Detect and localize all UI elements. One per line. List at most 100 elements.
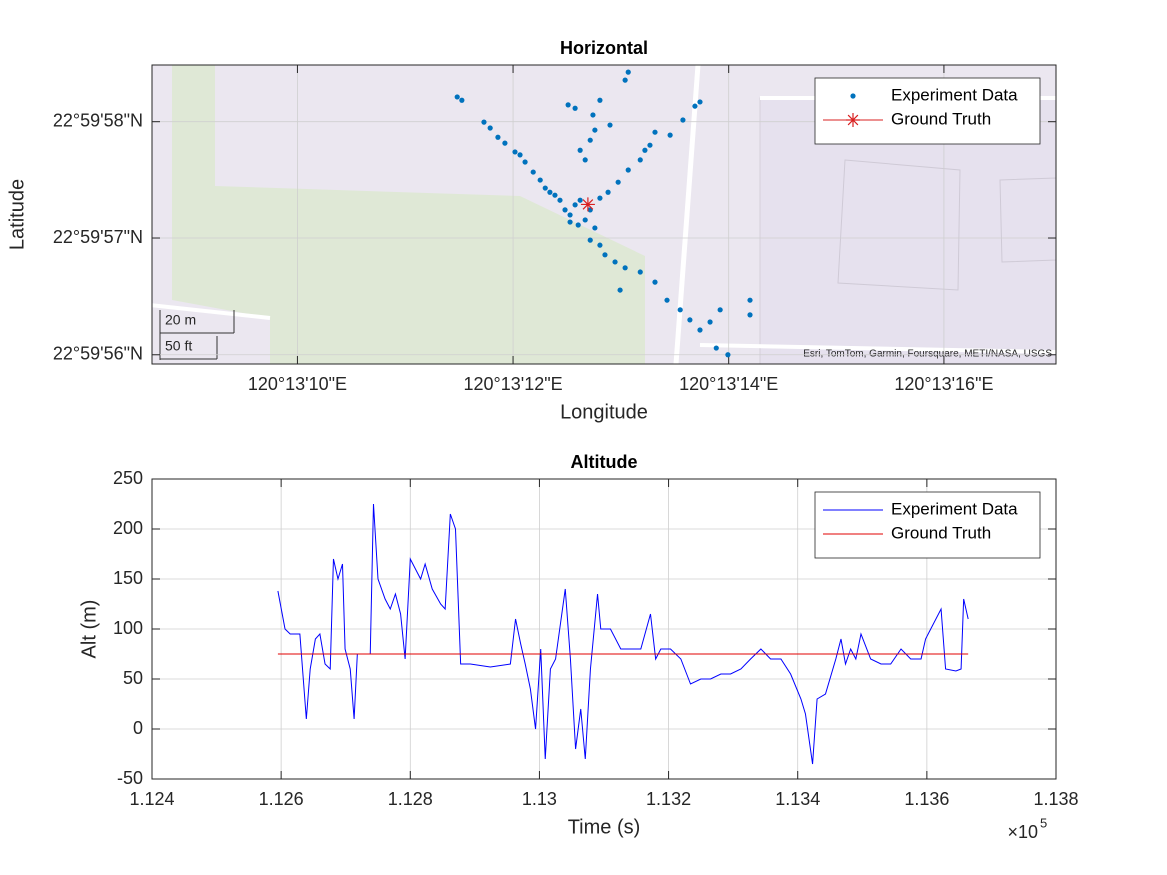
data-point <box>713 345 719 351</box>
x-tick-label: 1.132 <box>646 789 691 809</box>
data-point <box>697 327 703 333</box>
data-point <box>607 122 613 128</box>
data-point <box>622 265 628 271</box>
scale-label: 20 m <box>165 312 196 328</box>
data-point <box>617 287 623 293</box>
road <box>673 65 701 364</box>
x-tick-label: 120°13'12"E <box>464 374 563 394</box>
data-point <box>615 179 621 185</box>
x-tick-label: 1.128 <box>388 789 433 809</box>
y-tick-label: 50 <box>123 668 143 688</box>
data-point <box>592 225 598 231</box>
data-point <box>582 157 588 163</box>
data-point <box>557 197 563 203</box>
data-point <box>677 307 683 313</box>
data-point <box>647 142 653 148</box>
data-point <box>572 105 578 111</box>
data-point <box>592 127 598 133</box>
x-tick-label: 1.136 <box>904 789 949 809</box>
legend-label: Experiment Data <box>891 85 1018 104</box>
data-point <box>530 169 536 175</box>
x-axis-label: Longitude <box>560 401 648 423</box>
y-axis-label: Alt (m) <box>78 600 100 659</box>
road <box>152 303 271 320</box>
data-point <box>537 177 543 183</box>
y-tick-label: 22°59'58"N <box>53 110 143 130</box>
plot-marks <box>277 503 969 765</box>
x-tick-label: 1.13 <box>522 789 557 809</box>
data-point <box>512 149 518 155</box>
building <box>837 159 961 291</box>
data-point <box>597 195 603 201</box>
road <box>699 343 1056 354</box>
data-point <box>575 222 581 228</box>
x-tick-label: 1.138 <box>1033 789 1078 809</box>
ground-truth-marker <box>580 197 595 212</box>
legend: Experiment Data Ground Truth <box>814 491 1041 559</box>
data-point <box>552 192 558 198</box>
data-point <box>567 219 573 225</box>
data-point <box>605 189 611 195</box>
data-point <box>625 167 631 173</box>
legend-label: Experiment Data <box>891 499 1018 518</box>
data-point <box>717 307 723 313</box>
data-point <box>522 159 528 165</box>
data-point <box>481 119 487 125</box>
y-tick-label: 0 <box>133 718 143 738</box>
x-tick-label: 120°13'10"E <box>248 374 347 394</box>
data-point <box>487 125 493 131</box>
axes-frame <box>151 64 1057 365</box>
data-point <box>582 217 588 223</box>
plot-marks <box>454 69 753 358</box>
y-tick-label: -50 <box>117 768 143 788</box>
data-point <box>637 157 643 163</box>
data-point <box>547 189 553 195</box>
data-point <box>625 69 631 75</box>
data-point <box>597 97 603 103</box>
y-tick-label: 150 <box>113 568 143 588</box>
legend-box <box>814 491 1041 559</box>
map-attribution: Esri, TomTom, Garmin, Foursquare, METI/N… <box>803 349 1052 360</box>
data-point <box>747 297 753 303</box>
data-point <box>590 112 596 118</box>
data-point <box>664 297 670 303</box>
data-point <box>459 97 465 103</box>
data-point <box>687 317 693 323</box>
x-multiplier-exponent: 5 <box>1040 815 1047 830</box>
data-point <box>697 99 703 105</box>
data-point <box>707 319 713 325</box>
park-area <box>172 65 645 364</box>
chart-title: Horizontal <box>560 38 648 58</box>
legend-symbol <box>850 93 856 99</box>
data-point <box>652 279 658 285</box>
x-tick-label: 1.124 <box>129 789 174 809</box>
data-point <box>622 77 628 83</box>
x-multiplier: ×10 <box>1007 822 1038 842</box>
y-tick-label: 22°59'57"N <box>53 227 143 247</box>
y-tick-label: 22°59'56"N <box>53 344 143 364</box>
x-tick-label: 1.126 <box>259 789 304 809</box>
data-point <box>597 242 603 248</box>
legend: Experiment Data Ground Truth <box>814 77 1041 145</box>
data-point <box>562 207 568 213</box>
data-point <box>680 117 686 123</box>
x-tick-label: 120°13'16"E <box>894 374 993 394</box>
data-point <box>637 269 643 275</box>
data-point <box>642 147 648 153</box>
building <box>999 177 1056 263</box>
data-point <box>517 152 523 158</box>
data-point <box>692 103 698 109</box>
legend-label: Ground Truth <box>891 109 991 128</box>
legend-symbol <box>846 113 860 127</box>
axes-frame <box>151 478 1057 780</box>
data-point <box>572 202 578 208</box>
data-point <box>565 102 571 108</box>
data-point <box>542 185 548 191</box>
x-tick-label: 1.134 <box>775 789 820 809</box>
data-point <box>454 94 460 100</box>
y-axis-label: Latitude <box>6 179 28 250</box>
x-axis-label: Time (s) <box>568 816 641 838</box>
chart-title: Altitude <box>571 452 638 472</box>
